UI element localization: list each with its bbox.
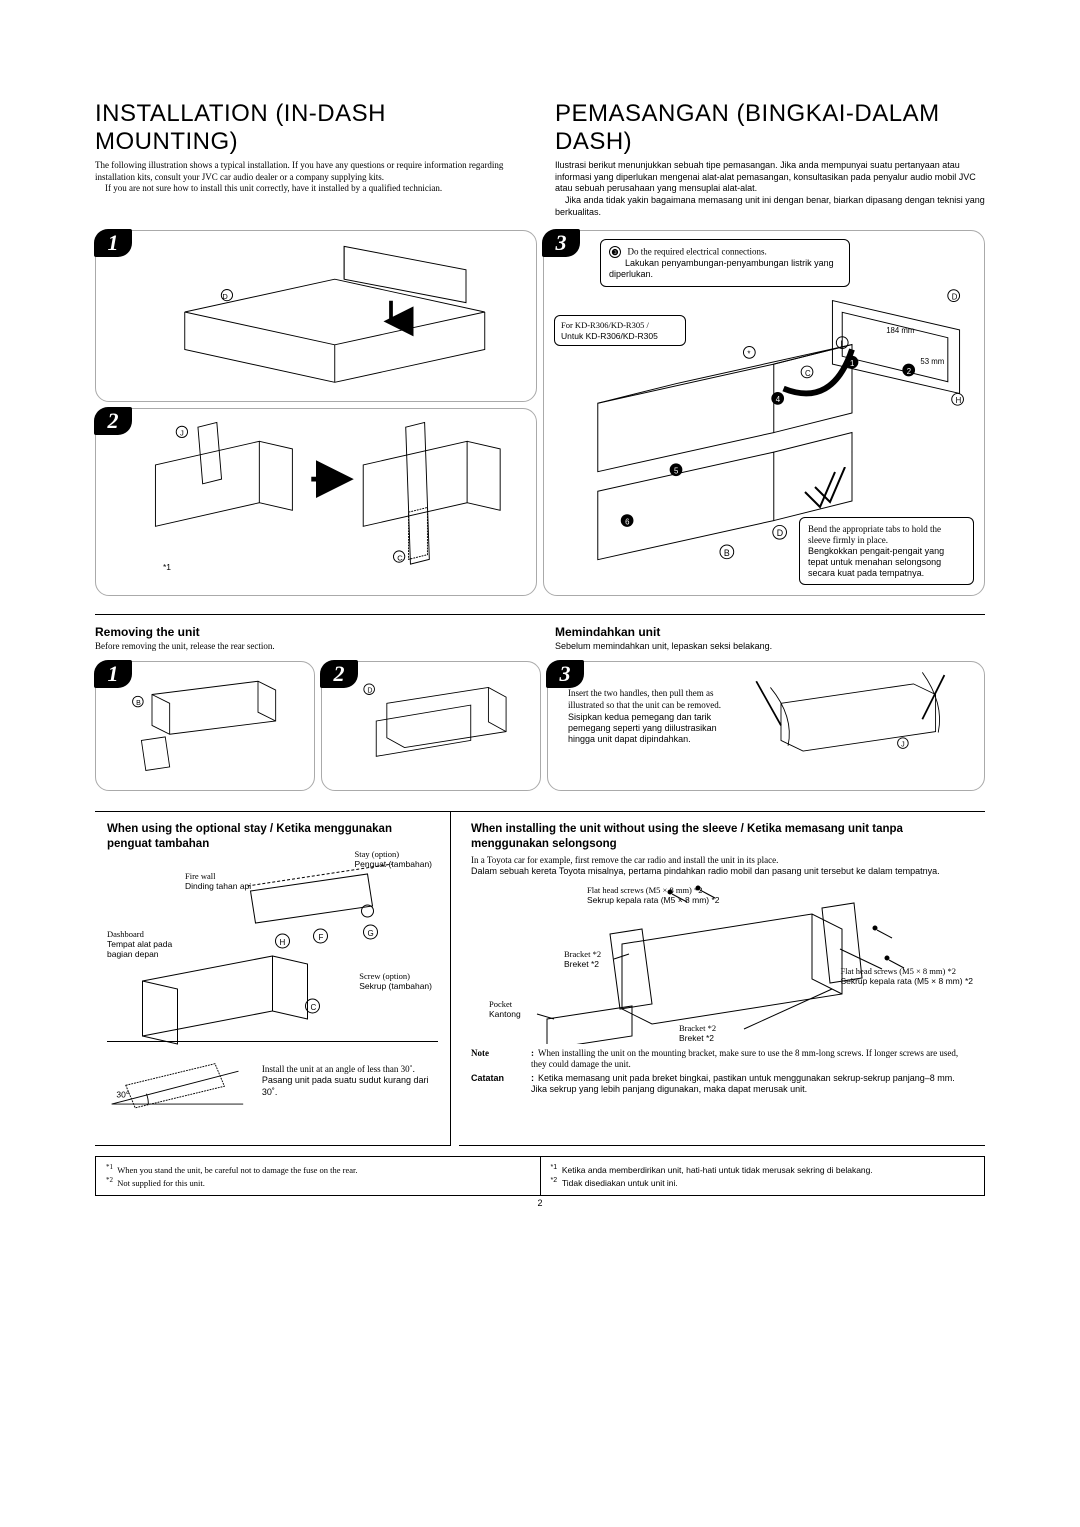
install-step-1: 1 D	[95, 230, 537, 402]
fn-s1b: *1	[551, 1164, 558, 1171]
note-label-en: Note	[471, 1048, 531, 1071]
svg-text:6: 6	[625, 518, 629, 527]
title-id: PEMASANGAN (BINGKAI-DALAM DASH)	[555, 100, 985, 156]
diagram-step2: J C *1	[106, 413, 526, 583]
page-number: 2	[95, 1198, 985, 1208]
note-en: When installing the unit on the mounting…	[531, 1048, 958, 1069]
diagram-stay: H F G C	[95, 856, 450, 1046]
intro-en-1: The following illustration shows a typic…	[95, 160, 503, 182]
svg-text:184 mm: 184 mm	[886, 326, 914, 335]
note-label-id: Catatan	[471, 1073, 531, 1096]
svg-text:C: C	[311, 1003, 317, 1012]
remove-badge-3: 3	[546, 660, 584, 688]
option-nosleeve: When installing the unit without using t…	[459, 812, 985, 1146]
svg-text:D: D	[367, 688, 372, 695]
divider	[95, 614, 985, 615]
diagram-step1: D	[106, 237, 526, 387]
svg-text:D: D	[777, 529, 783, 539]
fn-s2a: *2	[106, 1176, 113, 1184]
diagram-nosleeve	[459, 874, 985, 1044]
bend-icon	[800, 467, 850, 517]
option-stay: When using the optional stay / Ketika me…	[95, 812, 451, 1146]
option-nosleeve-title: When installing the unit without using t…	[471, 822, 973, 851]
callout-bend-en: Bend the appropriate tabs to hold the sl…	[808, 524, 941, 545]
svg-text:H: H	[956, 397, 962, 406]
footnotes: *1 When you stand the unit, be careful n…	[95, 1156, 985, 1196]
fn-id2: Tidak disediakan untuk unit ini.	[562, 1178, 678, 1188]
intro-id-2: Jika anda tidak yakin bagaimana memasang…	[555, 195, 985, 217]
svg-text:30°: 30°	[116, 1090, 129, 1100]
fn-en2: Not supplied for this unit.	[117, 1178, 205, 1188]
remove3-id: Sisipkan kedua pemegang dan tarik pemega…	[568, 712, 723, 746]
svg-text:D: D	[952, 293, 958, 302]
fn-s2b: *2	[551, 1177, 558, 1184]
diagram-remove2: D	[328, 668, 534, 774]
intro-id-1: Ilustrasi berikut menunjukkan sebuah tip…	[555, 160, 976, 193]
diagram-remove1: B	[102, 668, 308, 774]
intro-en: The following illustration shows a typic…	[95, 160, 525, 195]
svg-text:D: D	[222, 292, 228, 301]
diagram-angle: 30°	[107, 1050, 248, 1130]
svg-text:C: C	[805, 369, 811, 378]
fn-en1: When you stand the unit, be careful not …	[117, 1165, 357, 1175]
svg-text:B: B	[136, 701, 141, 708]
svg-text:53 mm: 53 mm	[920, 358, 944, 367]
nosleeve-desc-en: In a Toyota car for example, first remov…	[471, 855, 778, 865]
angle-id: Pasang unit pada suatu sudut kurang dari…	[262, 1075, 429, 1096]
removing-sub-en: Before removing the unit, release the re…	[95, 641, 525, 651]
angle-en: Install the unit at an angle of less tha…	[262, 1064, 415, 1074]
fn-s1a: *1	[106, 1163, 113, 1171]
remove3-en: Insert the two handles, then pull them a…	[568, 688, 721, 709]
intro-en-2: If you are not sure how to install this …	[95, 183, 442, 193]
svg-text:G: G	[368, 929, 374, 938]
removing-title-id: Memindahkan unit	[555, 625, 985, 639]
intro-id: Ilustrasi berikut menunjukkan sebuah tip…	[555, 160, 985, 218]
removing-sub-id: Sebelum memindahkan unit, lepaskan seksi…	[555, 641, 985, 651]
removing-title-en: Removing the unit	[95, 625, 525, 639]
install-step-2: 2 J C *1	[95, 408, 537, 596]
svg-text:H: H	[280, 938, 286, 947]
svg-text:5: 5	[674, 467, 679, 476]
svg-text:2: 2	[907, 367, 911, 376]
svg-text:B: B	[724, 548, 730, 558]
svg-text:*1: *1	[163, 562, 171, 572]
remove-step-2: 2 D	[321, 661, 541, 791]
svg-text:*: *	[747, 350, 750, 359]
remove-step-1: 1 B	[95, 661, 315, 791]
svg-text:I: I	[840, 340, 842, 349]
svg-text:1: 1	[850, 360, 854, 369]
title-en: INSTALLATION (IN-DASH MOUNTING)	[95, 100, 525, 156]
svg-text:J: J	[901, 742, 905, 749]
svg-text:J: J	[180, 429, 184, 438]
remove-step-3: 3 Insert the two handles, then pull them…	[547, 661, 985, 791]
install-step-3: 3 ❸ Do the required electrical connectio…	[543, 230, 985, 596]
diagram-remove3: J	[734, 668, 978, 774]
option-stay-title: When using the optional stay / Ketika me…	[107, 822, 438, 851]
callout-bend-id: Bengkokkan pengait-pengait yang tepat un…	[808, 546, 944, 578]
svg-text:F: F	[319, 933, 324, 942]
svg-text:4: 4	[776, 396, 781, 405]
fn-id1: Ketika anda memberdirikan unit, hati-hat…	[562, 1165, 873, 1175]
svg-text:C: C	[397, 554, 403, 563]
note-id: Ketika memasang unit pada breket bingkai…	[531, 1073, 955, 1094]
callout-bend: Bend the appropriate tabs to hold the sl…	[799, 517, 974, 585]
